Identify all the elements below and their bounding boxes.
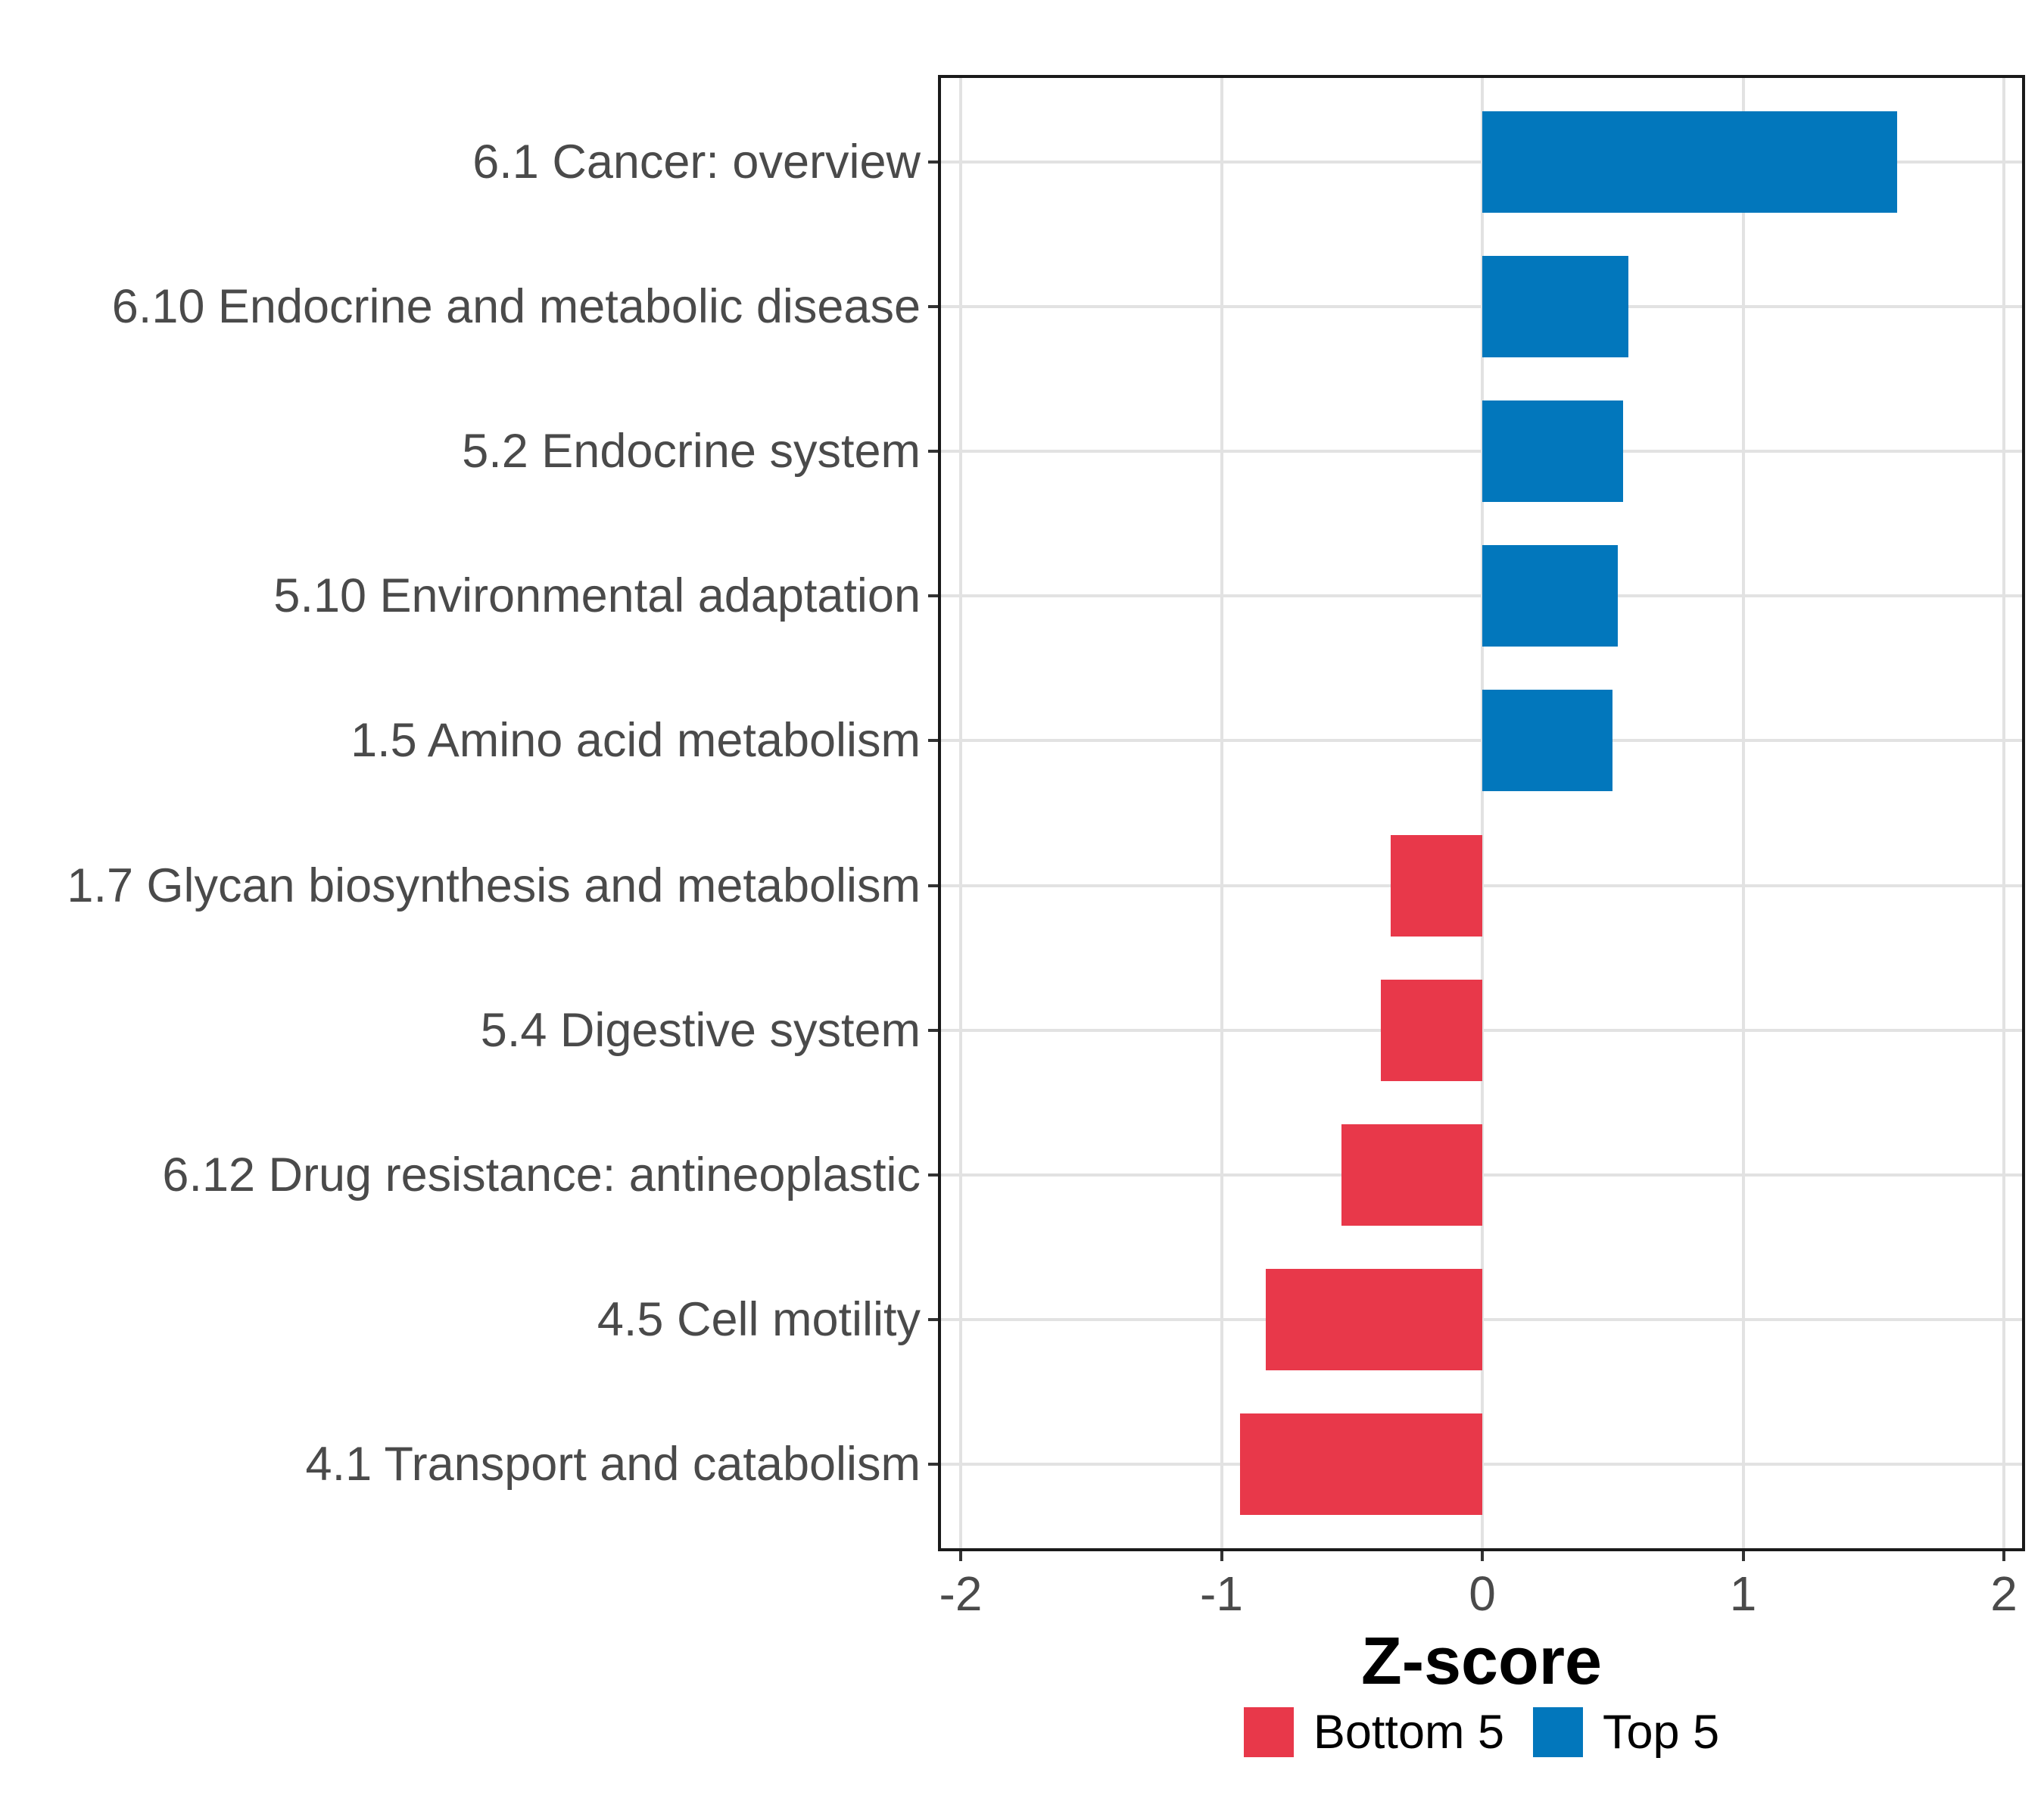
y-axis-label: 1.7 Glycan biosynthesis and metabolism (67, 859, 921, 912)
y-tick-mark (928, 1318, 938, 1322)
x-tick-mark (1481, 1551, 1484, 1561)
y-axis-label: 6.1 Cancer: overview (472, 135, 921, 189)
y-axis-label: 4.5 Cell motility (597, 1293, 921, 1347)
x-axis-title: Z-score (1361, 1623, 1602, 1698)
legend-swatch-bottom5 (1243, 1707, 1294, 1757)
x-tick-mark (959, 1551, 962, 1561)
bar (1482, 545, 1619, 647)
x-tick-mark (1741, 1551, 1745, 1561)
x-tick-label: 0 (1469, 1566, 1496, 1621)
horizontal-gridline (938, 160, 2025, 164)
y-axis-label: 5.2 Endocrine system (462, 425, 921, 478)
x-tick-label: 1 (1729, 1566, 1757, 1621)
y-tick-mark (928, 1028, 938, 1032)
horizontal-gridline (938, 450, 2025, 453)
y-tick-mark (928, 450, 938, 453)
y-axis-label: 6.12 Drug resistance: antineoplastic (162, 1148, 921, 1201)
y-axis-label: 5.10 Environmental adaptation (273, 569, 921, 623)
vertical-gridline (1741, 75, 1745, 1551)
legend-entry-bottom5: Bottom 5 (1243, 1705, 1504, 1759)
horizontal-gridline (938, 594, 2025, 598)
x-tick-mark (1220, 1551, 1223, 1561)
legend-label-top5: Top 5 (1603, 1706, 1720, 1759)
legend-swatch-top5 (1533, 1707, 1583, 1757)
plot-panel (938, 75, 2025, 1551)
y-tick-mark (928, 160, 938, 164)
x-tick-mark (2002, 1551, 2005, 1561)
vertical-gridline (2002, 75, 2005, 1551)
bar (1380, 979, 1482, 1081)
bar (1482, 111, 1897, 213)
legend-entry-top5: Top 5 (1533, 1705, 1719, 1759)
y-axis-label: 1.5 Amino acid metabolism (351, 714, 921, 768)
y-axis-label: 4.1 Transport and catabolism (305, 1438, 921, 1491)
x-tick-label: -2 (939, 1566, 983, 1621)
bar (1482, 690, 1613, 792)
y-tick-mark (928, 884, 938, 887)
bar (1266, 1269, 1482, 1371)
y-tick-mark (928, 1463, 938, 1466)
vertical-gridline (1220, 75, 1223, 1551)
y-tick-mark (928, 304, 938, 308)
horizontal-gridline (938, 304, 2025, 308)
bar (1482, 255, 1628, 357)
y-axis-label: 5.4 Digestive system (480, 1003, 921, 1057)
vertical-gridline (959, 75, 962, 1551)
legend-label-bottom5: Bottom 5 (1313, 1706, 1504, 1759)
y-tick-mark (928, 594, 938, 598)
bar (1341, 1124, 1482, 1226)
y-tick-mark (928, 1173, 938, 1177)
bar (1482, 400, 1624, 503)
vertical-gridline (1481, 75, 1484, 1551)
x-tick-label: -1 (1200, 1566, 1243, 1621)
y-axis-label: 6.10 Endocrine and metabolic disease (111, 279, 921, 333)
y-tick-mark (928, 739, 938, 743)
bar (1391, 834, 1482, 937)
x-tick-label: 2 (1990, 1566, 2018, 1621)
legend: Bottom 5 Top 5 (938, 1705, 2025, 1759)
horizontal-gridline (938, 739, 2025, 743)
bar (1239, 1413, 1482, 1516)
